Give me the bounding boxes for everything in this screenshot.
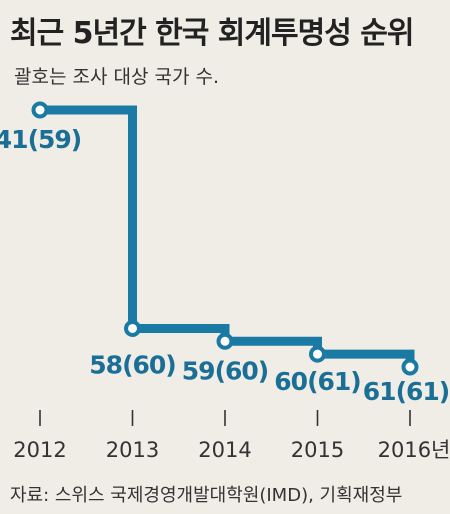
data-label-4: 61(61) — [363, 377, 449, 406]
rank-series-line — [40, 105, 415, 367]
data-label-2: 59(60) — [182, 356, 268, 385]
x-tick-label-4: 2016년 — [378, 438, 450, 462]
source-note: 자료: 스위스 국제경영개발대학원(IMD), 기획재정부 — [10, 485, 403, 506]
data-point-1 — [124, 319, 141, 337]
data-label-1: 58(60) — [89, 350, 175, 379]
data-point-3 — [309, 345, 326, 363]
data-point-2 — [216, 332, 234, 350]
chart-title: 최근 5년간 한국 회계투명성 순위 — [10, 16, 414, 51]
x-tick-label-0: 2012 — [13, 438, 66, 462]
chart-subtitle: 괄호는 조사 대상 국가 수. — [14, 66, 219, 88]
x-tick-label-1: 2013 — [106, 438, 159, 462]
data-label-0: 41(59) — [0, 125, 81, 154]
data-label-3: 60(61) — [274, 367, 360, 396]
x-tick-label-3: 2015 — [291, 438, 344, 462]
data-point-4 — [401, 358, 419, 376]
x-tick-label-2: 2014 — [198, 438, 251, 462]
data-point-0 — [31, 101, 49, 119]
